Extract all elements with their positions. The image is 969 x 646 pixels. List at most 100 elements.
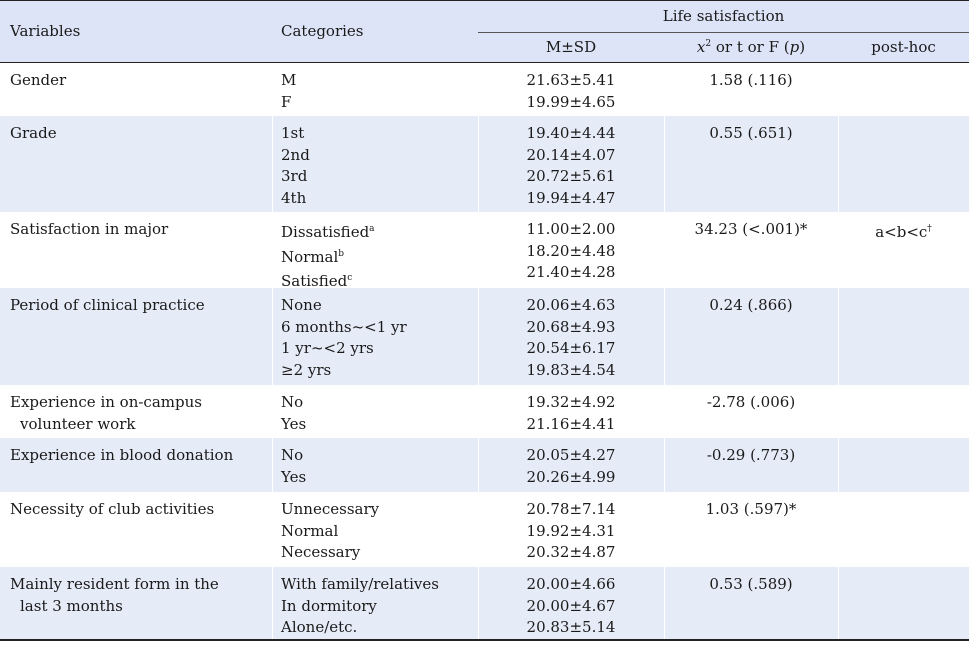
table-row: Mainly resident form in the last 3 months… [0, 567, 969, 639]
category-label: ≥2 yrs [281, 360, 332, 379]
statistic-cell: 0.53 (.589) [664, 574, 838, 596]
category-superscript: c [347, 273, 353, 283]
header-divider [478, 32, 969, 33]
category-label: 4th [281, 188, 307, 207]
statistic-cell: -2.78 (.006) [664, 392, 838, 414]
header-statistic: x2 or t or F (p) [696, 38, 806, 56]
categories-cell: No Yes [281, 445, 306, 488]
msd-value: 20.05±4.27 [526, 446, 616, 464]
category-label: None [281, 296, 322, 314]
statistic-cell: 1.03 (.597)* [664, 499, 838, 521]
msd-value: 20.00±4.66 [526, 575, 616, 593]
category-superscript: a [369, 224, 375, 234]
statistic-value: 0.55 (.651) [709, 124, 793, 142]
column-divider [838, 438, 839, 492]
column-divider [664, 116, 665, 212]
variable-label: Satisfaction in major [10, 220, 169, 238]
msd-value: 20.54±6.17 [526, 339, 616, 357]
msd-cell: 20.00±4.66 20.00±4.67 20.83±5.14 [478, 574, 664, 639]
statistic-cell: 0.24 (.866) [664, 295, 838, 317]
category-label: No [281, 393, 304, 411]
category-label: Unnecessary [281, 500, 380, 518]
column-divider [272, 212, 273, 288]
table-row: Necessity of club activities Unnecessary N… [0, 492, 969, 567]
categories-cell: 1st 2nd 3rd 4th [281, 123, 310, 209]
column-divider [478, 385, 479, 438]
table-row: Gender M F 21.63±5.41 19.99±4.65 1.58 (.116) [0, 63, 969, 116]
variable-label: Grade [10, 124, 57, 142]
column-divider [838, 492, 839, 567]
header-categories: Categories [281, 22, 364, 40]
variable-cell: Period of clinical practice [10, 295, 205, 317]
category-label: 1 yr~<2 yrs [281, 339, 374, 357]
column-divider [272, 567, 273, 639]
msd-value: 21.16±4.41 [526, 414, 616, 433]
variable-label: Experience in blood donation [10, 446, 234, 464]
column-divider [664, 212, 665, 288]
table-row: Experience in on-campus volunteer work No Y… [0, 385, 969, 438]
category-superscript: b [338, 248, 345, 259]
msd-cell: 19.32±4.92 21.16±4.41 [478, 392, 664, 435]
variable-label: Period of clinical practice [10, 296, 205, 314]
msd-value: 21.40±4.28 [526, 263, 616, 281]
column-divider [272, 438, 273, 492]
statistic-value: -2.78 (.006) [706, 393, 796, 411]
msd-cell: 11.00±2.00 18.20±4.48 21.40±4.28 [478, 219, 664, 284]
table-row: Experience in blood donation No Yes 20.05±4… [0, 438, 969, 492]
variable-cell: Experience in blood donation [10, 445, 233, 467]
msd-cell: 21.63±5.41 19.99±4.65 [478, 70, 664, 113]
variable-cell: Experience in on-campus volunteer work [10, 392, 202, 435]
category-label: Satisfiedc [281, 272, 353, 290]
msd-value: 19.32±4.92 [526, 393, 616, 411]
categories-cell: None 6 months~<1 yr 1 yr~<2 yrs ≥2 yrs [281, 295, 407, 381]
category-label: No [281, 446, 304, 464]
category-label: In dormitory [281, 596, 377, 615]
msd-value: 20.00±4.67 [526, 596, 616, 615]
category-label: M [281, 71, 297, 89]
msd-cell: 19.40±4.44 20.14±4.07 20.72±5.61 19.94±4.47 [478, 123, 664, 209]
category-label: Necessary [281, 543, 361, 561]
column-divider [838, 116, 839, 212]
header-variables: Variables [10, 22, 81, 40]
statistic-value: 0.53 (.589) [709, 575, 793, 593]
msd-value: 11.00±2.00 [526, 220, 616, 238]
category-label: Yes [281, 467, 307, 486]
categories-cell: Unnecessary Normal Necessary [281, 499, 379, 564]
header-msd: M±SD [545, 38, 597, 56]
category-label: 6 months~<1 yr [281, 317, 407, 336]
table-row: Period of clinical practice None 6 months~… [0, 288, 969, 385]
column-divider [272, 288, 273, 385]
statistic-value: -0.29 (.773) [706, 446, 796, 464]
variable-cell: Gender [10, 70, 66, 92]
statistic-value: 0.24 (.866) [709, 296, 793, 314]
msd-value: 18.20±4.48 [526, 241, 616, 260]
variable-cell: Grade [10, 123, 57, 145]
column-divider [664, 385, 665, 438]
statistic-cell: -0.29 (.773) [664, 445, 838, 467]
column-divider [272, 385, 273, 438]
column-divider [272, 63, 273, 116]
column-divider [664, 63, 665, 116]
variable-cell: Satisfaction in major [10, 219, 168, 241]
msd-value: 20.68±4.93 [526, 317, 616, 336]
categories-cell: No Yes [281, 392, 306, 435]
statistic-cell: 34.23 (<.001)* [664, 219, 838, 241]
msd-value: 21.63±5.41 [526, 71, 616, 89]
column-divider [838, 385, 839, 438]
msd-cell: 20.05±4.27 20.26±4.99 [478, 445, 664, 488]
column-divider [478, 212, 479, 288]
column-divider [272, 116, 273, 212]
categories-cell: Dissatisfieda Normalb Satisfiedc [281, 219, 375, 293]
statistic-cell: 0.55 (.651) [664, 123, 838, 145]
msd-value: 19.92±4.31 [526, 521, 616, 540]
variable-label: volunteer work [20, 414, 136, 433]
msd-cell: 20.06±4.63 20.68±4.93 20.54±6.17 19.83±4.54 [478, 295, 664, 381]
header-life-satisfaction: Life satisfaction [662, 7, 785, 25]
column-divider [664, 492, 665, 567]
column-divider [478, 63, 479, 116]
variable-label: Gender [10, 71, 67, 89]
table-header: Variables Categories Life satisfaction M… [0, 0, 969, 63]
category-label: 1st [281, 124, 305, 142]
